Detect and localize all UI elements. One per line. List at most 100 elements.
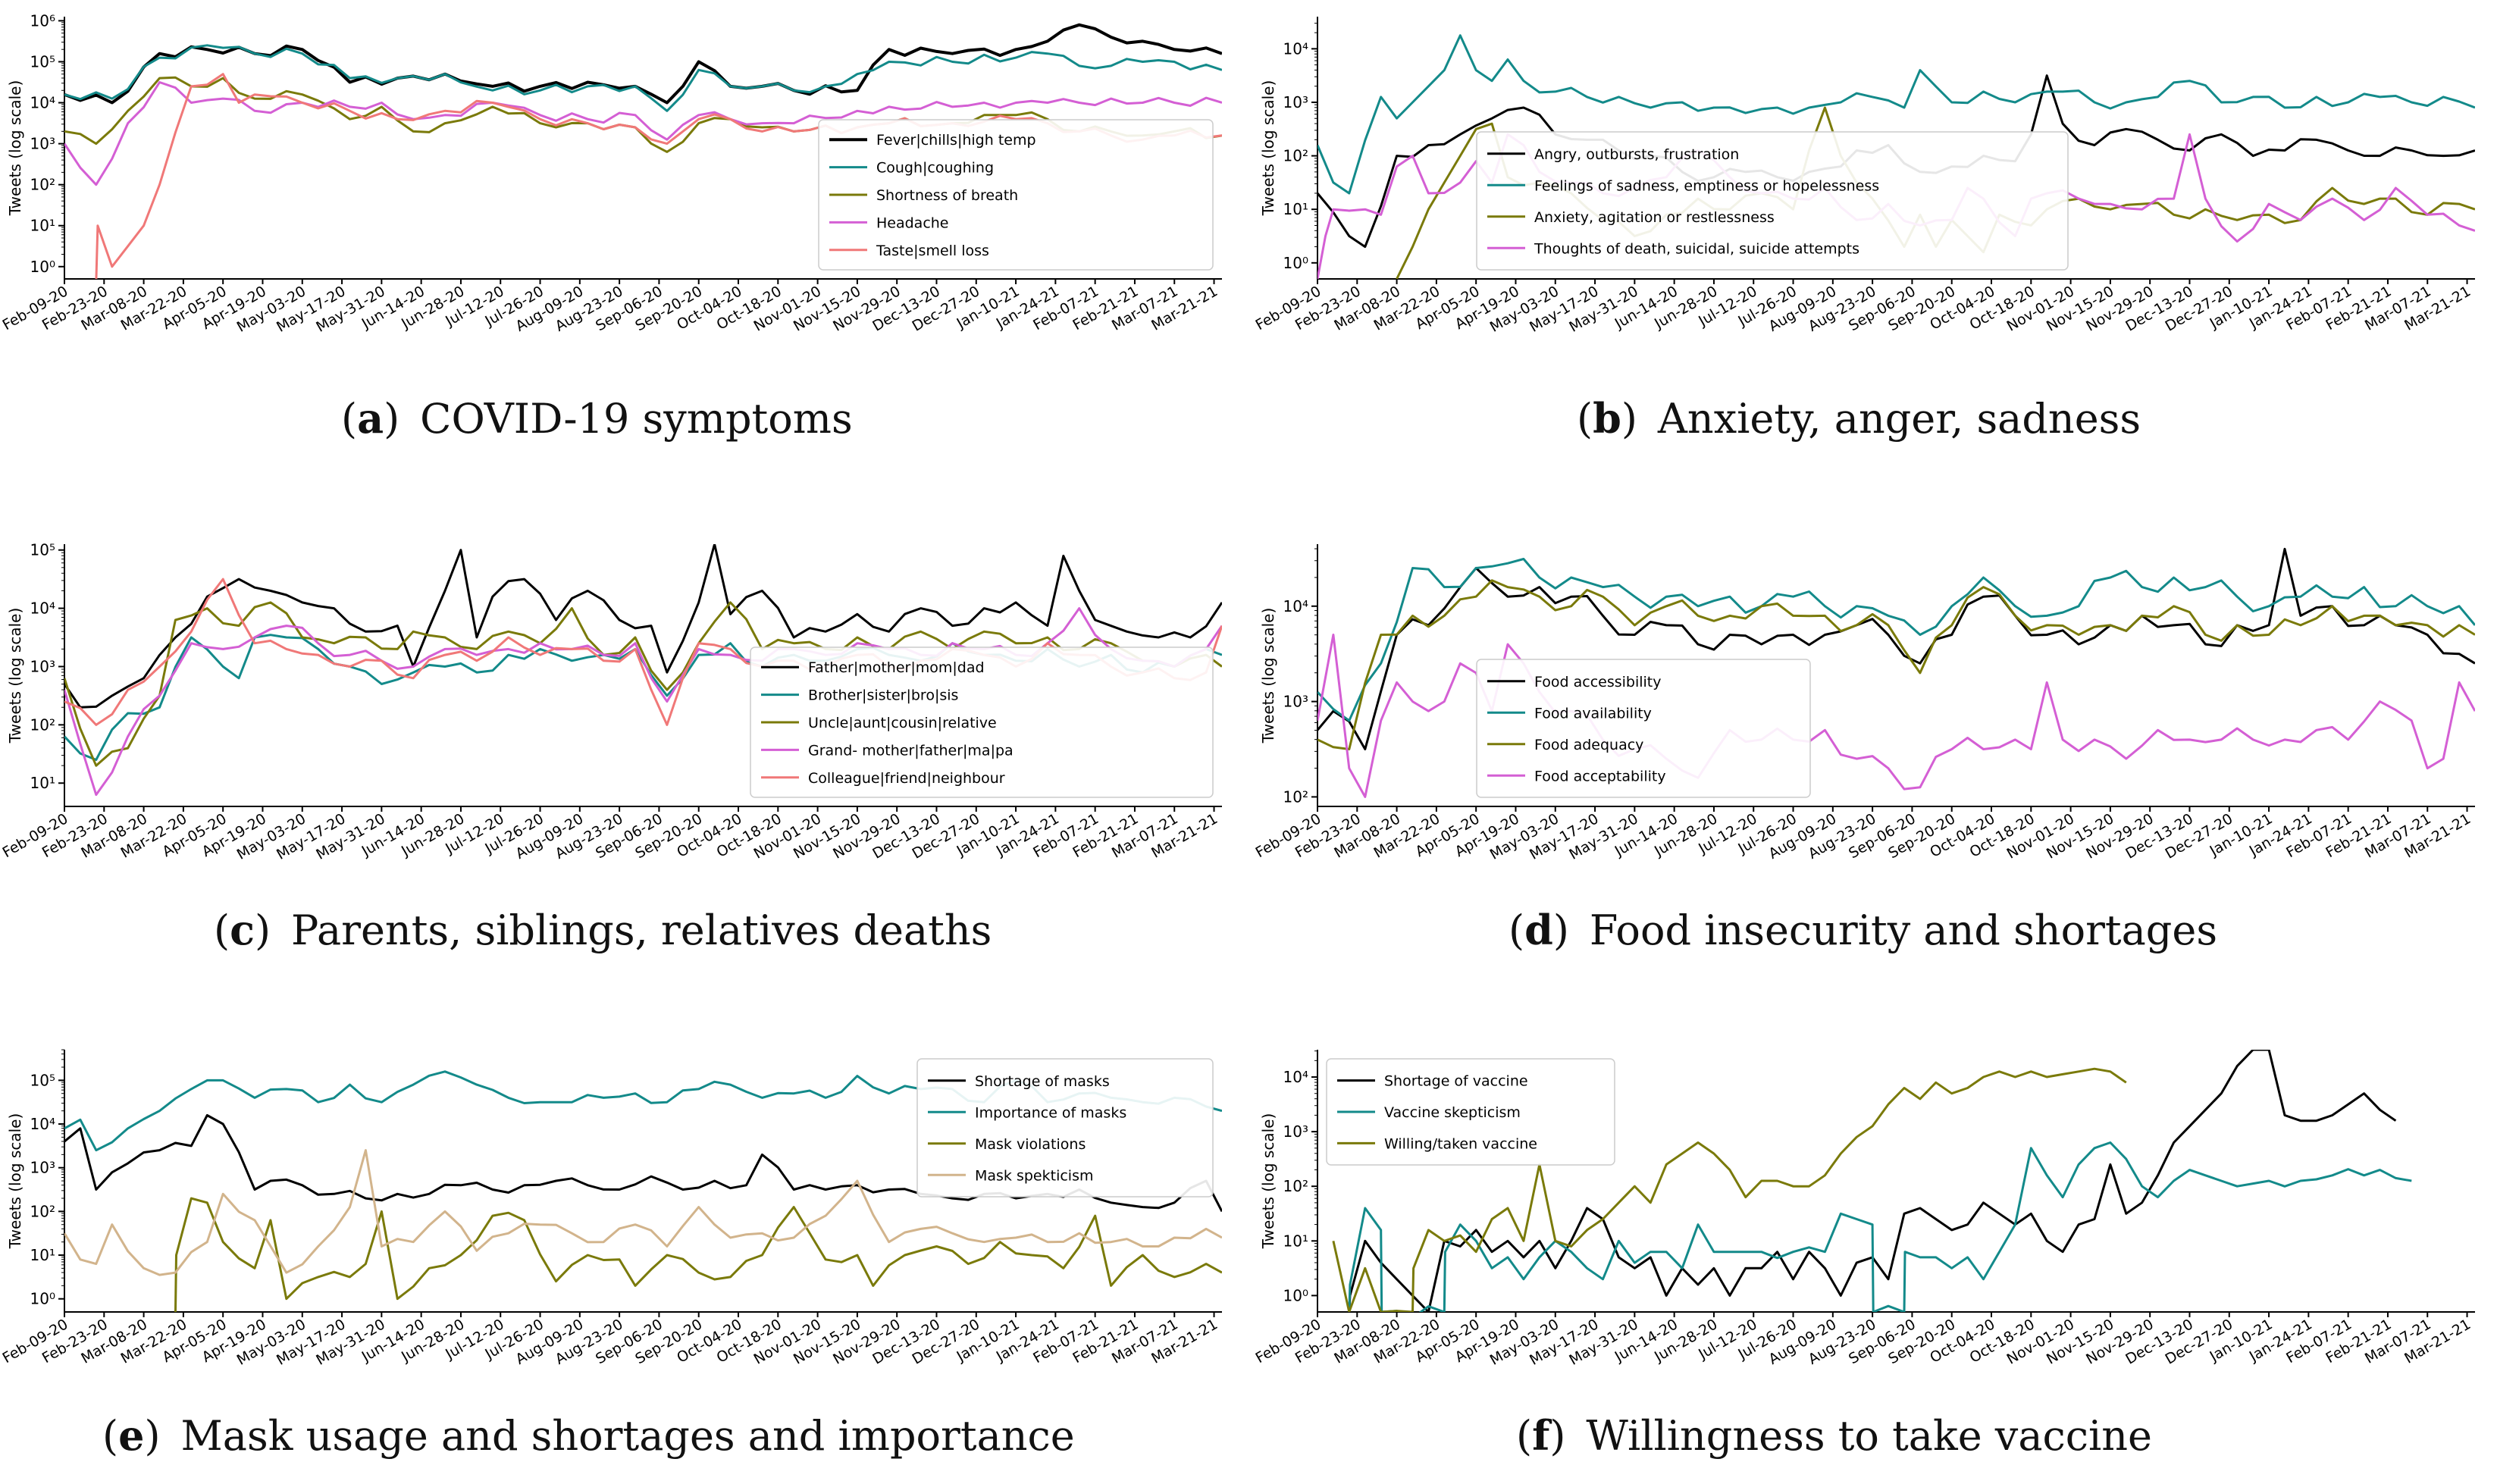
legend-entry: Anxiety, agitation or restlessness	[1534, 209, 1775, 226]
legend-entry: Shortage of masks	[975, 1073, 1110, 1090]
y-tick-label: 10¹	[30, 1246, 55, 1264]
caption-c: (c) Parents, siblings, relatives deaths	[214, 906, 992, 954]
legend-entry: Cough|coughing	[876, 160, 994, 177]
caption-text: COVID-19 symptoms	[420, 395, 853, 443]
series-group	[1317, 547, 2475, 798]
y-tick-label: 10¹	[1283, 200, 1308, 218]
legend-entry: Feelings of sadness, emptiness or hopele…	[1534, 177, 1879, 194]
legend-entry: Father|mother|mom|dad	[808, 659, 985, 676]
legend-entry: Food adequacy	[1534, 737, 1643, 753]
y-tick-label: 10¹	[30, 774, 55, 792]
legend: Shortage of masks Importance of masks Mask…	[916, 1058, 1214, 1198]
series-line-cough-coughing	[64, 44, 1222, 112]
legend-frame	[1476, 131, 2069, 271]
legend-entry: Mask violations	[975, 1136, 1086, 1153]
legend-frame	[750, 647, 1214, 798]
legend-frame	[916, 1058, 1214, 1198]
caption-letter: d	[1524, 906, 1553, 954]
y-axis-label: Tweets (log scale)	[6, 80, 24, 216]
legend-entry: Food availability	[1534, 705, 1652, 722]
series-line-food-accessibility	[1317, 547, 2475, 750]
y-tick-label: 10⁵	[30, 1071, 55, 1089]
caption-b: (b) Anxiety, anger, sadness	[1577, 394, 2141, 443]
legend-entry: Colleague|friend|neighbour	[808, 770, 1005, 787]
y-axis-label: Tweets (log scale)	[6, 1113, 24, 1249]
caption-letter: e	[118, 1411, 145, 1460]
legend: Food accessibility Food availability Food …	[1476, 659, 1811, 798]
y-tick-label: 10⁴	[1283, 1068, 1308, 1086]
series-line-shortage-of-vaccine	[1348, 1050, 2397, 1312]
caption-letter: b	[1593, 394, 1621, 443]
legend-entry: Angry, outbursts, frustration	[1534, 146, 1739, 163]
y-axis-label: Tweets (log scale)	[1259, 1113, 1277, 1249]
y-tick-label: 10⁵	[30, 52, 55, 70]
y-tick-label: 10⁰	[30, 1290, 55, 1308]
y-axis-label: Tweets (log scale)	[1259, 80, 1277, 216]
y-axis-label: Tweets (log scale)	[1259, 608, 1277, 744]
series-line-headache	[64, 81, 1222, 186]
legend-entry: Mask spekticism	[975, 1167, 1094, 1184]
series-line-food-adequacy	[1317, 579, 2475, 750]
legend: Angry, outbursts, frustration Feelings of…	[1476, 131, 2069, 271]
y-tick-label: 10²	[30, 715, 55, 734]
series-line-food-acceptability	[1317, 634, 2475, 798]
caption-text: Food insecurity and shortages	[1589, 906, 2218, 954]
legend-entry: Fever|chills|high temp	[876, 132, 1036, 149]
y-tick-label: 10⁴	[30, 600, 55, 618]
y-tick-label: 10⁴	[1283, 39, 1308, 58]
legend-entry: Willing/taken vaccine	[1384, 1135, 1537, 1152]
series-line-shortness-of-breath	[64, 76, 1222, 153]
legend-frame	[1326, 1058, 1615, 1166]
series-line-willing-taken-vaccine	[1332, 1067, 2127, 1312]
series-line-feelings-of-sadness-emptiness-or-hopelessness	[1317, 34, 2475, 195]
caption-text: Anxiety, anger, sadness	[1657, 395, 2141, 443]
legend-entry: Headache	[876, 214, 949, 231]
caption-letter: c	[230, 906, 255, 954]
series-line-uncle-aunt-cousin-relative	[64, 601, 1222, 767]
legend-frame	[1476, 659, 1811, 798]
caption-f: (f) Willingness to take vaccine	[1516, 1411, 2153, 1460]
series-line-food-availability	[1317, 558, 2475, 722]
y-tick-label: 10²	[30, 176, 55, 194]
caption-letter: f	[1532, 1411, 1550, 1460]
y-tick-label: 10⁰	[30, 258, 55, 276]
caption-e: (e) Mask usage and shortages and importa…	[102, 1411, 1075, 1460]
y-tick-label: 10³	[30, 135, 55, 153]
caption-d: (d) Food insecurity and shortages	[1509, 906, 2218, 954]
legend: Fever|chills|high temp Cough|coughing Shor…	[818, 119, 1214, 271]
caption-text: Parents, siblings, relatives deaths	[291, 906, 992, 954]
caption-letter: a	[357, 394, 384, 443]
y-tick-label: 10³	[30, 1159, 55, 1177]
legend: Shortage of vaccine Vaccine skepticism Wil…	[1326, 1058, 1615, 1166]
legend-entry: Brother|sister|bro|sis	[808, 687, 958, 704]
y-tick-label: 10⁶	[30, 11, 55, 30]
y-tick-label: 10²	[1283, 787, 1308, 806]
y-tick-label: 10³	[30, 657, 55, 675]
series-line-mask-violations	[174, 1197, 1222, 1312]
y-tick-label: 10¹	[1283, 1232, 1308, 1250]
series-line-taste-smell-loss	[95, 73, 1222, 279]
legend-entry: Food acceptability	[1534, 768, 1666, 784]
caption-text: Willingness to take vaccine	[1586, 1412, 2153, 1460]
y-tick-label: 10³	[1283, 693, 1308, 711]
legend-entry: Shortage of vaccine	[1384, 1073, 1528, 1090]
legend-entry: Taste|smell loss	[876, 243, 989, 259]
y-tick-label: 10⁰	[1283, 1286, 1308, 1304]
legend-entry: Uncle|aunt|cousin|relative	[808, 715, 997, 731]
legend-entry: Thoughts of death, suicidal, suicide att…	[1534, 240, 1859, 257]
series-group	[1332, 1050, 2412, 1312]
caption-text: Mask usage and shortages and importance	[180, 1412, 1075, 1460]
legend-frame	[818, 119, 1214, 271]
y-tick-label: 10²	[1283, 1177, 1308, 1195]
y-tick-label: 10¹	[30, 217, 55, 235]
y-tick-label: 10³	[1283, 1122, 1308, 1141]
legend: Father|mother|mom|dad Brother|sister|bro|…	[750, 647, 1214, 798]
caption-a: (a) COVID-19 symptoms	[341, 394, 853, 443]
chart-panel-a: 10⁰ 10¹ 10² 10³ 10⁴ 10⁵ 10⁶ Tweets (log scale) F…	[0, 11, 1222, 336]
